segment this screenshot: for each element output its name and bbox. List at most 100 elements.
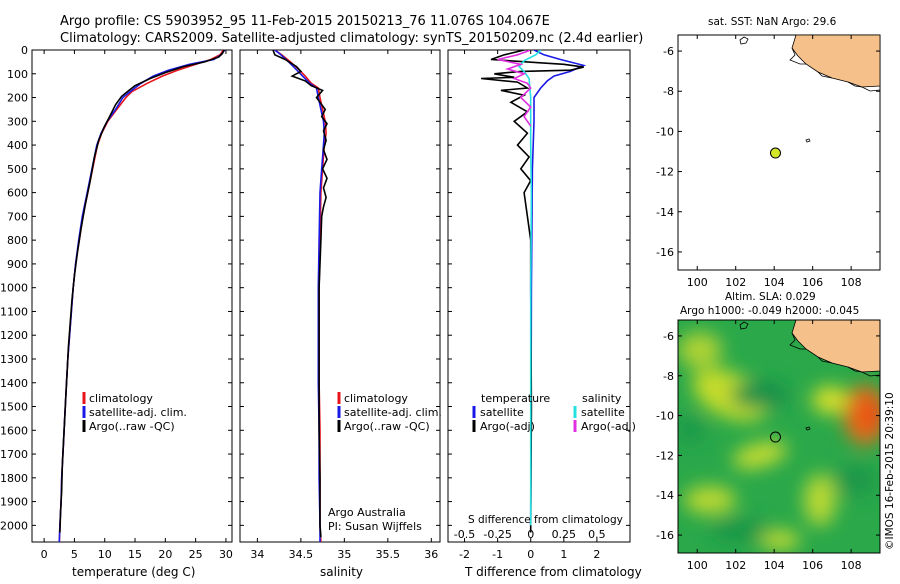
salinity-legend: climatology satellite-adj. clim. Argo(..… [337,392,442,433]
x-tick-label: 25 [189,548,203,561]
lon-tick-label: 106 [802,276,823,289]
pi-text: PI: Susan Wijffels [328,520,422,533]
x-tick-label: 34.5 [289,548,314,561]
imos-credit: ©IMOS 16-Feb-2015 20:39:10 [884,392,896,550]
series-line-s-argo-adj- [497,50,532,127]
legend-label-t-satellite: satellite [480,406,524,419]
x-tick-label: 35 [337,548,351,561]
depth-tick-label: 300 [7,115,28,128]
depth-tick-label: 500 [7,163,28,176]
depth-tick-label: 1200 [0,329,28,342]
depth-tick-label: 1700 [0,448,28,461]
salinity-plot-frame [239,49,441,543]
argo-float-marker-sst [769,147,781,159]
lat-tick-label: -8 [663,85,674,98]
island-outline [739,36,749,45]
s-diff-tick-label: 0.25 [552,528,577,541]
depth-tick-label: 1400 [0,377,28,390]
x-tick-label: 5 [71,548,78,561]
legend-label-argo: Argo(..raw -QC) [344,420,430,433]
lat-tick-label: -10 [656,125,674,138]
lat-tick-label: -10 [656,410,674,423]
sst-map-title: sat. SST: NaN Argo: 29.6 [708,16,837,28]
s-diff-tick-label: 0 [527,528,534,541]
lon-tick-label: 106 [802,559,823,572]
difference-plot-frame [447,49,631,543]
temperature-plot-frame [31,49,233,543]
x-tick-label: 0 [41,548,48,561]
depth-tick-label: 1500 [0,401,28,414]
x-tick-label: 2 [593,548,600,561]
legend-label-climatology: climatology [89,392,153,405]
x-tick-label: -2 [459,548,470,561]
lat-tick-label: -6 [663,330,674,343]
figure-title-line2: Climatology: CARS2009. Satellite-adjuste… [60,31,643,46]
coastline-detail-sla [789,332,880,377]
lon-tick-label: 104 [764,559,785,572]
island-outline-sla [739,321,749,330]
x-tick-label: 1 [560,548,567,561]
legend-label-s-argo: Argo(-adj) [581,420,636,433]
lon-tick-label: 104 [764,276,785,289]
difference-legend: temperature salinity satellite Argo(-adj… [472,392,636,433]
depth-tick-label: 100 [7,68,28,81]
difference-xlabel-bottom: T difference from climatology [464,565,642,579]
depth-axis: 0 100 200 300 400 500 600 700 800 900 1000 1100 1200… [0,44,630,532]
depth-tick-label: 800 [7,234,28,247]
legend-header-salinity: salinity [582,392,622,405]
legend-label-s-satellite: satellite [581,406,625,419]
temperature-legend: climatology satellite-adj. clim. Argo(..… [82,392,187,433]
sst-map-land [739,35,880,143]
s-diff-tick-label: -0.25 [483,528,511,541]
difference-axis: -2 -1 0 1 2 -0.5 -0.25 0 0.25 0.5 [454,50,606,561]
sla-map-title-line2: Argo h1000: -0.049 h2000: -0.045 [680,305,859,317]
legend-label-argo: Argo(..raw -QC) [89,420,175,433]
lon-tick-label: 102 [725,559,746,572]
lat-tick-label: -14 [656,206,674,219]
christmas-island [805,138,811,143]
legend-label-satellite: satellite-adj. clim. [344,406,442,419]
depth-tick-label: 700 [7,210,28,223]
depth-tick-label: 1600 [0,424,28,437]
sla-map-frame [677,319,881,554]
lat-tick-label: -8 [663,370,674,383]
lat-tick-label: -14 [656,489,674,502]
depth-tick-label: 400 [7,139,28,152]
x-tick-label: 30 [219,548,233,561]
x-tick-label: 0 [527,548,534,561]
series-line-s-satellite [518,50,542,526]
lon-tick-label: 102 [725,276,746,289]
sst-map-axes: 100 102 104 106 108 -6 -8 -10 -12 -14 -16 [656,35,880,289]
sla-heatmap [678,320,880,553]
lon-tick-label: 108 [841,276,862,289]
difference-xlabel-top: S difference from climatology [468,514,623,526]
christmas-island-sla [805,426,811,431]
depth-tick-label: 1800 [0,472,28,485]
sla-map-axes: 100 102 104 106 108 -6 -8 -10 -12 -14 -16 [656,320,880,572]
lat-tick-label: -12 [656,166,674,179]
salinity-xlabel: salinity [320,565,363,579]
figure-title-line1: Argo profile: CS 5903952_95 11-Feb-2015 … [60,14,550,29]
x-tick-label: -1 [492,548,503,561]
argo-float-marker-sla [769,431,781,443]
lat-tick-label: -6 [663,45,674,58]
legend-label-satellite: satellite-adj. clim. [89,406,187,419]
temperature-axis: 0 5 10 15 20 25 30 [41,50,233,561]
x-tick-label: 34 [250,548,264,561]
depth-tick-label: 900 [7,258,28,271]
x-tick-label: 10 [98,548,112,561]
x-tick-label: 15 [128,548,142,561]
depth-tick-label: 200 [7,92,28,105]
institution-text: Argo Australia [328,506,406,519]
temperature-series [58,50,226,542]
depth-tick-label: 2000 [0,519,28,532]
x-tick-label: 36 [424,548,438,561]
difference-series [481,50,587,533]
x-tick-label: 35.5 [376,548,401,561]
x-tick-label: 20 [158,548,172,561]
lat-tick-label: -12 [656,449,674,462]
sla-map-title-line1: Altim. SLA: 0.029 [725,291,816,303]
legend-header-temperature: temperature [481,392,550,405]
temperature-xlabel: temperature (deg C) [72,565,195,579]
